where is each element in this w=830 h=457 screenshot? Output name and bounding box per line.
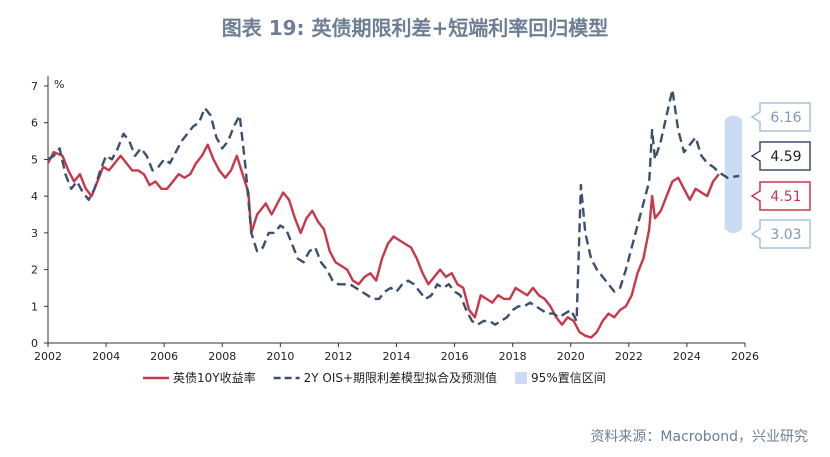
legend-label: 英债10Y收益率: [173, 370, 256, 385]
y-tick-label: 6: [31, 117, 38, 130]
axes: 0 1 2 3 4 5 6 7 % 2002 2004 2006 2008 2010 2012 2014 201…: [31, 76, 759, 363]
y-tick-label: 1: [31, 300, 38, 313]
y-tick-label: 3: [31, 227, 38, 240]
legend-item: 英债10Y收益率: [143, 370, 256, 385]
x-tick-label: 2014: [383, 350, 411, 363]
series-layer: [46, 88, 740, 339]
y-axis-unit-label: %: [54, 78, 64, 91]
confidence-band-layer: [724, 115, 743, 234]
value-callout: 3.03: [750, 219, 811, 249]
callout-box: [750, 141, 811, 171]
x-tick-label: 2012: [324, 350, 352, 363]
confidence-band: [724, 115, 743, 234]
x-tick-label: 2008: [208, 350, 236, 363]
callout-value: 3.03: [770, 227, 801, 243]
source-note: 资料来源：Macrobond，兴业研究: [590, 429, 808, 445]
callout-value: 6.16: [770, 110, 801, 126]
x-tick-label: 2022: [615, 350, 643, 363]
callout-value: 4.51: [770, 189, 801, 205]
x-tick-label: 2010: [266, 350, 294, 363]
value-callout: 6.16: [750, 102, 811, 132]
series-line-1: [46, 143, 720, 339]
y-tick-label: 0: [31, 337, 38, 350]
callout-box: [750, 181, 811, 211]
callout-value: 4.59: [770, 149, 801, 165]
callout-layer: 6.16 4.59 4.51 3.03: [750, 102, 811, 249]
chart-title: 图表 19: 英债期限利差+短端利率回归模型: [221, 16, 609, 40]
x-tick-label: 2004: [92, 350, 120, 363]
y-tick-label: 4: [31, 190, 38, 203]
x-tick-label: 2016: [441, 350, 469, 363]
x-tick-label: 2006: [150, 350, 178, 363]
y-tick-label: 5: [31, 153, 38, 166]
x-tick-label: 2002: [34, 350, 62, 363]
x-tick-label: 2020: [557, 350, 585, 363]
legend-item: 2Y OIS+期限利差模型拟合及预测值: [273, 370, 497, 385]
x-tick-label: 2026: [731, 350, 759, 363]
legend-label: 95%置信区间: [531, 371, 606, 385]
legend-swatch: [515, 372, 528, 384]
callout-box: [750, 102, 811, 132]
legend-label: 2Y OIS+期限利差模型拟合及预测值: [304, 370, 497, 385]
value-callout: 4.59: [750, 141, 811, 171]
y-tick-label: 7: [31, 80, 38, 93]
series-line-2: [47, 88, 740, 326]
callout-box: [750, 219, 811, 249]
x-tick-label: 2024: [673, 350, 701, 363]
x-tick-label: 2018: [499, 350, 527, 363]
y-tick-label: 2: [31, 264, 38, 277]
legend-item: 95%置信区间: [515, 371, 606, 385]
value-callout: 4.51: [750, 181, 811, 211]
legend: 英债10Y收益率 2Y OIS+期限利差模型拟合及预测值 95%置信区间: [143, 370, 606, 385]
